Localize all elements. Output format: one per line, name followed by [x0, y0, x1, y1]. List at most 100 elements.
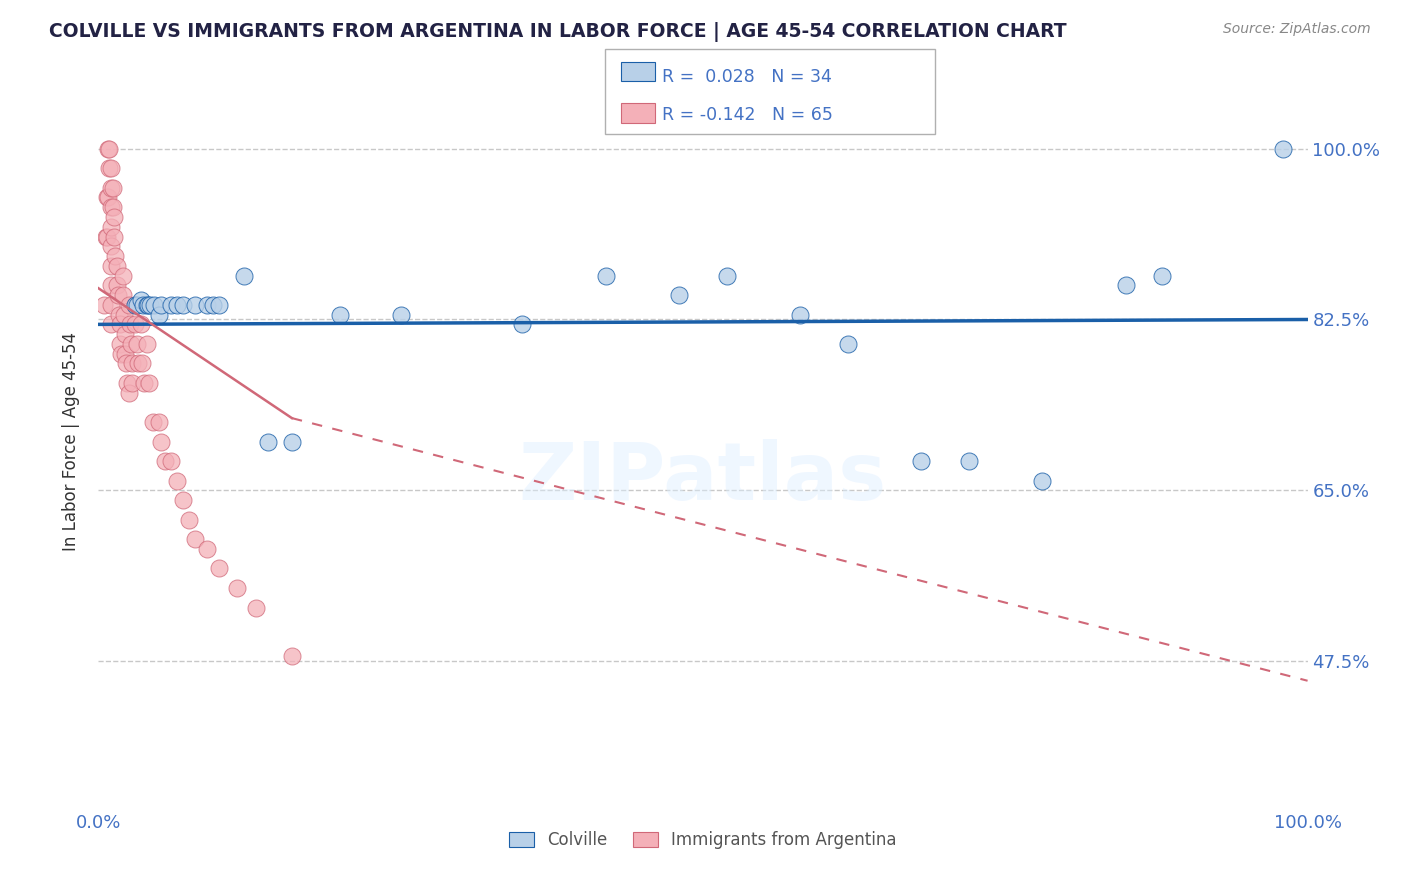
- Point: [107, 288, 129, 302]
- Point: [789, 308, 811, 322]
- Point: [101, 200, 124, 214]
- Point: [245, 600, 267, 615]
- Point: [142, 415, 165, 429]
- Point: [510, 318, 533, 332]
- Point: [105, 259, 128, 273]
- Point: [98, 161, 121, 176]
- Point: [129, 293, 152, 307]
- Text: COLVILLE VS IMMIGRANTS FROM ARGENTINA IN LABOR FORCE | AGE 45-54 CORRELATION CHA: COLVILLE VS IMMIGRANTS FROM ARGENTINA IN…: [49, 22, 1067, 42]
- Text: R =  0.028   N = 34: R = 0.028 N = 34: [662, 68, 832, 86]
- Text: ZIPatlas: ZIPatlas: [519, 439, 887, 516]
- Point: [120, 337, 142, 351]
- Point: [100, 161, 122, 176]
- Point: [100, 278, 122, 293]
- Point: [117, 376, 139, 390]
- Point: [166, 298, 188, 312]
- Point: [114, 327, 136, 342]
- Point: [118, 385, 141, 400]
- Point: [135, 298, 157, 312]
- Point: [96, 229, 118, 244]
- Point: [389, 308, 412, 322]
- Point: [105, 278, 128, 293]
- Point: [131, 356, 153, 370]
- Point: [108, 318, 131, 332]
- Point: [124, 318, 146, 332]
- Point: [118, 318, 141, 332]
- Point: [153, 454, 176, 468]
- Point: [1272, 142, 1295, 156]
- Point: [195, 298, 218, 312]
- Point: [94, 229, 117, 244]
- Point: [127, 356, 149, 370]
- Point: [595, 268, 617, 283]
- Point: [184, 532, 207, 546]
- Point: [166, 474, 188, 488]
- Point: [98, 142, 121, 156]
- Point: [139, 298, 162, 312]
- Point: [100, 239, 122, 253]
- Point: [148, 308, 170, 322]
- Point: [100, 298, 122, 312]
- Point: [226, 581, 249, 595]
- Point: [208, 298, 231, 312]
- Point: [118, 298, 141, 312]
- Point: [111, 288, 134, 302]
- Point: [100, 180, 122, 194]
- Point: [1115, 278, 1137, 293]
- Legend: Colville, Immigrants from Argentina: Colville, Immigrants from Argentina: [502, 824, 904, 856]
- Point: [136, 298, 159, 312]
- Y-axis label: In Labor Force | Age 45-54: In Labor Force | Age 45-54: [62, 332, 80, 551]
- Point: [129, 318, 152, 332]
- Point: [172, 493, 194, 508]
- Point: [127, 298, 149, 312]
- Point: [195, 541, 218, 556]
- Point: [134, 376, 156, 390]
- Point: [111, 268, 134, 283]
- Point: [716, 268, 738, 283]
- Point: [103, 229, 125, 244]
- Point: [150, 434, 173, 449]
- Point: [110, 346, 132, 360]
- Point: [96, 190, 118, 204]
- Point: [143, 298, 166, 312]
- Text: R = -0.142   N = 65: R = -0.142 N = 65: [662, 106, 834, 124]
- Point: [101, 180, 124, 194]
- Point: [208, 561, 231, 575]
- Point: [281, 649, 304, 664]
- Point: [138, 376, 160, 390]
- Point: [100, 259, 122, 273]
- Point: [910, 454, 932, 468]
- Point: [172, 298, 194, 312]
- Point: [97, 142, 120, 156]
- Point: [121, 376, 143, 390]
- Point: [668, 288, 690, 302]
- Point: [93, 298, 115, 312]
- Point: [104, 249, 127, 263]
- Point: [957, 454, 980, 468]
- Point: [124, 298, 146, 312]
- Point: [100, 318, 122, 332]
- Point: [103, 210, 125, 224]
- Point: [100, 219, 122, 234]
- Point: [179, 513, 201, 527]
- Point: [148, 415, 170, 429]
- Point: [108, 337, 131, 351]
- Point: [232, 268, 254, 283]
- Point: [135, 337, 157, 351]
- Point: [121, 356, 143, 370]
- Point: [115, 356, 138, 370]
- Point: [160, 298, 183, 312]
- Point: [837, 337, 859, 351]
- Point: [1152, 268, 1174, 283]
- Point: [329, 308, 352, 322]
- Text: Source: ZipAtlas.com: Source: ZipAtlas.com: [1223, 22, 1371, 37]
- Point: [256, 434, 278, 449]
- Point: [124, 298, 146, 312]
- Point: [114, 346, 136, 360]
- Point: [160, 454, 183, 468]
- Point: [281, 434, 304, 449]
- Point: [150, 298, 173, 312]
- Point: [100, 200, 122, 214]
- Point: [202, 298, 225, 312]
- Point: [132, 298, 155, 312]
